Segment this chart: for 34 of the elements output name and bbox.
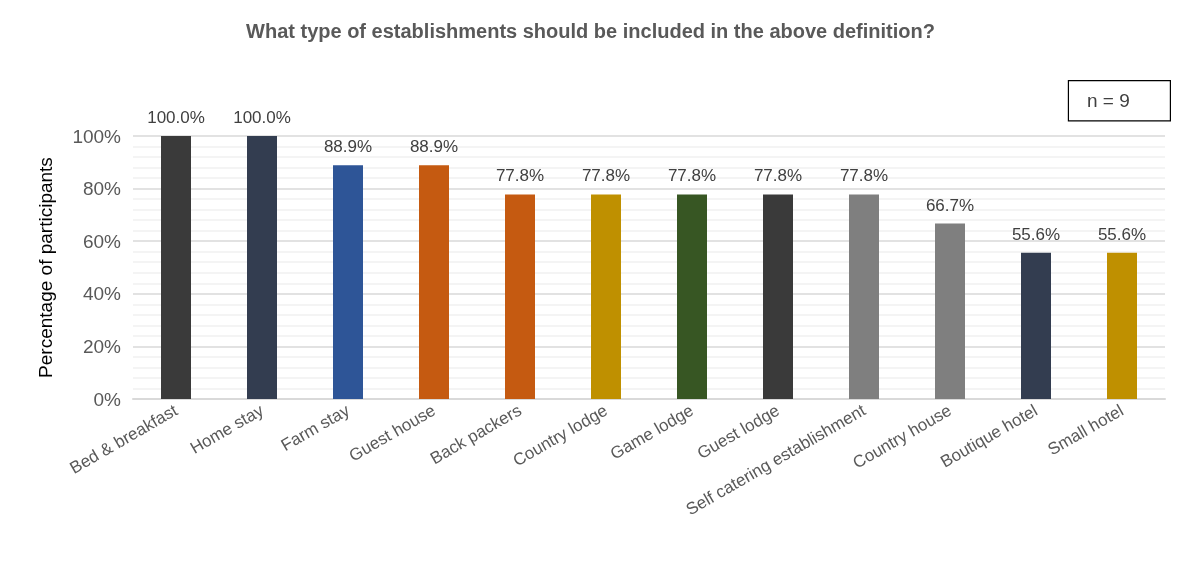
data-label: 88.9% [409,137,459,157]
data-label: 66.7% [925,195,975,215]
bar [419,165,449,399]
bar [935,223,965,399]
bar [161,136,191,399]
data-label: 55.6% [1011,224,1061,244]
y-tick-label: 80% [82,178,122,200]
bar [677,194,707,399]
y-axis-title: Percentage of participants [35,157,56,378]
data-label: 100.0% [147,108,205,127]
bar [1107,252,1137,399]
data-label: 77.8% [839,166,889,186]
bar [849,194,879,399]
data-label: 77.8% [667,166,717,186]
bar [763,194,793,399]
y-tick-label: 20% [82,335,122,357]
bar [247,136,277,399]
data-label: 77.8% [495,166,545,186]
bar [591,194,621,399]
data-label: 55.6% [1097,224,1147,244]
data-label: 100.0% [233,108,291,127]
y-tick-label: 0% [93,388,122,410]
y-tick-label: 100% [72,125,122,147]
data-label: 77.8% [581,166,631,186]
bar [505,194,535,399]
y-tick-label: 60% [82,230,122,252]
data-label: 88.9% [323,137,373,157]
x-tick-label: Game lodge [607,400,697,464]
bar [333,165,363,399]
chart-title: What type of establishments should be included in the above definition? [246,20,935,42]
text: n = 9 [1087,90,1130,112]
data-label: 77.8% [753,166,803,186]
bar [1021,252,1051,399]
y-tick-label: 40% [82,283,122,305]
